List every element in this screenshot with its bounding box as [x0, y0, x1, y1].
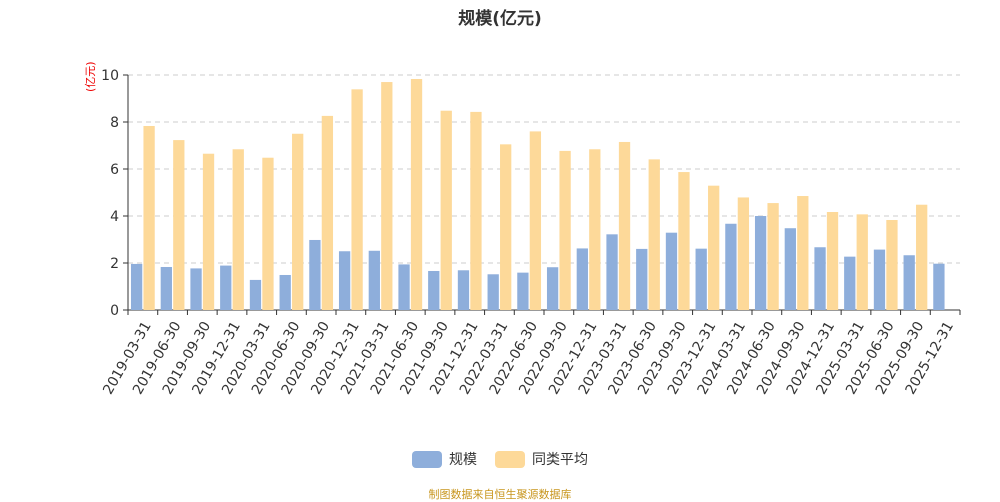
bar-peer-average [470, 111, 482, 311]
bar-scale [725, 223, 737, 310]
bar-scale [190, 268, 202, 310]
bar-scale [665, 232, 678, 310]
bar-scale [606, 234, 618, 310]
bar-scale [636, 248, 648, 310]
bar-peer-average [292, 133, 304, 310]
y-tick-label: 6 [110, 162, 119, 178]
bar-peer-average [797, 196, 809, 310]
bar-scale [220, 265, 232, 310]
bar-scale [428, 270, 440, 310]
legend: 规模 同类平均 [0, 449, 1000, 469]
bar-peer-average [886, 219, 898, 310]
bar-scale [368, 250, 380, 310]
bar-peer-average [173, 140, 185, 310]
bar-peer-average [589, 149, 601, 310]
bar-scale [754, 216, 767, 310]
legend-item-scale[interactable]: 规模 [412, 449, 477, 469]
y-tick-label: 8 [110, 115, 119, 131]
bar-scale [457, 270, 470, 310]
bar-peer-average [856, 214, 868, 310]
bar-peer-average [232, 149, 244, 310]
bar-peer-average [559, 150, 571, 310]
bar-peer-average [916, 204, 928, 310]
legend-item-peer-average[interactable]: 同类平均 [495, 449, 588, 469]
bar-scale [398, 264, 410, 310]
bar-scale [487, 274, 499, 310]
bar-peer-average [826, 212, 839, 310]
bar-scale [279, 274, 291, 310]
bar-peer-average [202, 153, 215, 310]
bar-peer-average [410, 78, 423, 311]
bar-chart: 02468102019-03-312019-06-302019-09-30201… [100, 68, 961, 397]
bar-peer-average [500, 144, 512, 310]
bar-peer-average [767, 203, 779, 310]
bar-scale [695, 248, 707, 310]
legend-swatch-peer-average [495, 450, 525, 468]
data-source-note: 制图数据来自恒生聚源数据库 [428, 488, 572, 501]
bar-peer-average [262, 157, 274, 310]
bar-scale [784, 228, 796, 310]
y-tick-label: 10 [101, 68, 119, 84]
y-tick-label: 0 [110, 303, 119, 319]
bar-scale [130, 263, 143, 310]
y-tick-label: 4 [110, 209, 119, 225]
bar-peer-average [143, 125, 155, 311]
bar-peer-average [708, 185, 720, 310]
bar-scale [576, 248, 588, 310]
bar-peer-average [440, 110, 452, 310]
bar-scale [160, 266, 172, 310]
legend-swatch-scale [412, 450, 442, 468]
bar-peer-average [529, 131, 542, 310]
bar-scale [873, 249, 886, 310]
bar-scale [814, 247, 826, 310]
bar-scale [309, 239, 321, 310]
y-tick-label: 2 [110, 256, 119, 272]
legend-label: 规模 [449, 452, 477, 468]
bar-peer-average [678, 172, 690, 310]
bar-scale [933, 263, 945, 310]
bar-scale [546, 267, 559, 310]
bar-peer-average [321, 115, 334, 310]
bar-scale [844, 256, 856, 310]
bar-scale [903, 255, 915, 310]
bar-peer-average [381, 82, 393, 310]
bar-peer-average [618, 141, 631, 310]
chart-title: 规模(亿元) [458, 9, 542, 29]
bar-peer-average [351, 89, 363, 311]
bar-scale [249, 279, 262, 310]
bar-scale [338, 251, 351, 310]
bar-peer-average [648, 159, 660, 310]
bar-peer-average [737, 197, 750, 310]
bar-scale [517, 272, 529, 310]
legend-label: 同类平均 [532, 452, 588, 468]
